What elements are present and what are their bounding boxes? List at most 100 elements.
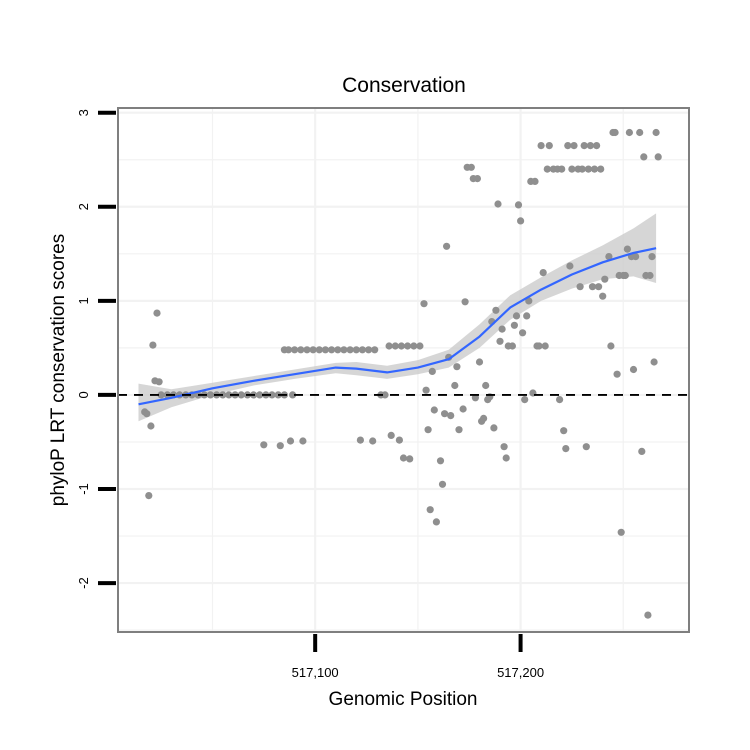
data-point: [537, 142, 545, 150]
data-point: [416, 342, 424, 350]
data-point: [638, 447, 646, 455]
data-point: [291, 346, 299, 354]
data-point: [492, 306, 500, 314]
data-point: [566, 262, 574, 270]
data-point: [340, 346, 348, 354]
data-point: [588, 283, 597, 291]
y-tick-label: -1: [76, 483, 91, 495]
data-point: [447, 412, 455, 420]
data-point: [625, 128, 634, 137]
data-point: [155, 378, 163, 386]
y-tick-label: -2: [76, 577, 91, 589]
data-point: [558, 165, 566, 173]
data-point: [576, 283, 584, 291]
data-point: [556, 396, 564, 404]
data-point: [508, 342, 516, 350]
data-point: [621, 271, 629, 280]
data-point: [650, 358, 658, 366]
data-point: [436, 457, 445, 465]
data-point: [289, 391, 297, 399]
data-point: [385, 342, 393, 350]
data-point: [611, 128, 619, 137]
data-point: [541, 342, 549, 350]
data-point: [467, 163, 475, 171]
data-point: [237, 391, 245, 399]
data-point: [410, 342, 418, 350]
data-point: [365, 346, 373, 354]
data-point: [562, 445, 570, 453]
data-point: [397, 342, 405, 350]
data-point: [471, 394, 479, 402]
data-point: [387, 431, 395, 439]
data-point: [623, 245, 632, 253]
data-point: [356, 436, 364, 444]
data-point: [525, 297, 533, 305]
smooth-line-layer: [138, 247, 657, 406]
data-point: [510, 321, 518, 329]
data-point: [590, 165, 599, 173]
y-axis-label: phyloP LRT conservation scores: [48, 234, 69, 507]
data-point: [580, 142, 588, 150]
data-point: [303, 346, 311, 354]
data-point: [617, 528, 625, 536]
y-tick-label: 0: [76, 391, 91, 398]
data-point: [519, 329, 527, 337]
data-point: [371, 346, 379, 354]
data-point: [404, 342, 412, 350]
data-point: [315, 346, 323, 354]
data-point: [426, 506, 434, 514]
data-point: [636, 128, 644, 137]
confidence-band: [138, 213, 657, 422]
confidence-band-layer: [138, 213, 657, 422]
data-point: [531, 177, 539, 185]
data-point: [473, 175, 481, 183]
x-axis-label: Genomic Position: [329, 689, 478, 710]
data-point: [517, 217, 525, 225]
data-point: [276, 442, 284, 450]
data-point: [521, 396, 529, 404]
data-point: [143, 410, 151, 418]
data-point: [480, 414, 488, 422]
data-point: [648, 253, 656, 261]
data-point: [149, 341, 157, 349]
data-point: [607, 342, 615, 350]
data-point: [654, 153, 662, 161]
y-tick-label: 3: [76, 109, 91, 116]
data-point: [535, 342, 543, 350]
data-point: [652, 128, 660, 137]
data-point: [570, 142, 578, 150]
data-point: [568, 165, 576, 173]
data-point: [512, 312, 521, 320]
data-point: [632, 253, 640, 261]
data-point: [299, 437, 307, 445]
data-point: [494, 200, 502, 208]
data-point: [260, 441, 268, 449]
data-point: [451, 381, 459, 390]
data-point: [496, 337, 504, 345]
y-tick-label: 1: [76, 297, 91, 304]
data-point: [595, 283, 603, 291]
data-point: [422, 386, 430, 394]
x-tick-label: 517,200: [497, 665, 544, 680]
smooth-line: [138, 247, 657, 406]
data-point: [256, 391, 264, 399]
data-point: [157, 391, 165, 399]
data-point: [502, 454, 510, 462]
data-points: [141, 128, 662, 619]
data-point: [428, 367, 436, 375]
data-point: [613, 370, 621, 378]
data-point: [369, 437, 377, 445]
y-tick-label: 2: [76, 203, 91, 210]
data-point: [420, 300, 428, 308]
data-point: [438, 480, 447, 488]
data-point: [424, 426, 432, 434]
data-point: [523, 312, 531, 320]
data-point: [584, 165, 593, 173]
data-point: [206, 391, 214, 399]
data-point: [539, 269, 547, 277]
data-point: [406, 455, 414, 463]
data-point: [514, 201, 523, 209]
data-point: [586, 142, 595, 150]
data-point: [432, 518, 440, 526]
data-point: [545, 142, 553, 150]
